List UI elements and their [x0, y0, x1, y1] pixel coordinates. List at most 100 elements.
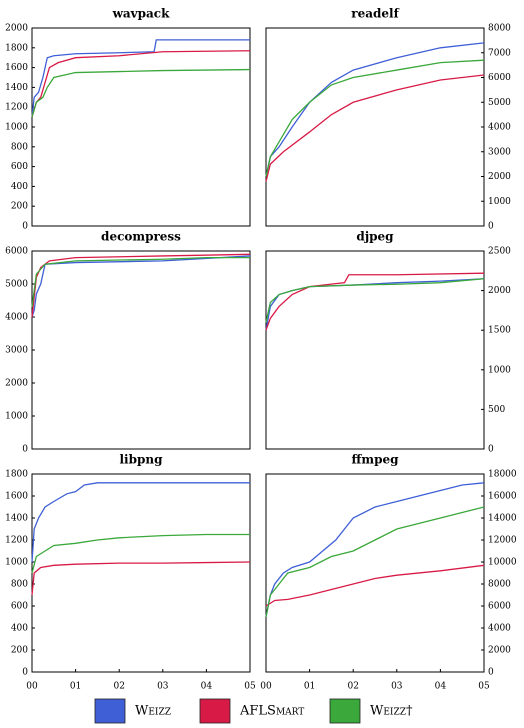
- y-tick-label: 0: [488, 668, 494, 678]
- y-tick-label: 0: [488, 445, 494, 455]
- y-tick-label: 14000: [488, 514, 517, 524]
- y-tick-label: 1000: [5, 412, 28, 422]
- y-tick-label: 1200: [5, 103, 28, 113]
- y-tick-label: 200: [11, 646, 28, 656]
- series-line: [265, 59, 485, 177]
- legend-swatch: [199, 698, 231, 724]
- y-tick-label: 800: [11, 142, 28, 152]
- y-tick-label: 1500: [488, 326, 511, 336]
- y-tick-label: 1000: [488, 365, 511, 375]
- series-line: [31, 256, 250, 308]
- y-tick-label: 2000: [5, 24, 28, 34]
- y-tick-label: 8000: [488, 24, 511, 34]
- plot-frame: [31, 27, 251, 227]
- legend-swatch: [329, 698, 361, 724]
- x-tick-label: 05: [478, 682, 490, 692]
- y-tick-label: 1000: [488, 197, 511, 207]
- y-tick-label: 1600: [5, 492, 28, 502]
- series-line: [31, 50, 251, 118]
- x-tick-label: 00: [260, 682, 272, 692]
- y-tick-label: 1600: [5, 63, 28, 73]
- series-line: [31, 533, 250, 574]
- legend-label: AFLSmart: [239, 704, 304, 719]
- chart-title: djpeg: [356, 230, 394, 244]
- y-tick-label: 0: [488, 222, 494, 232]
- y-tick-label: 4000: [5, 313, 28, 323]
- plot-frame: [265, 250, 485, 450]
- y-tick-label: 7000: [488, 48, 511, 58]
- y-tick-label: 0: [22, 668, 28, 678]
- y-tick-label: 5000: [488, 98, 511, 108]
- y-tick-label: 10000: [488, 558, 517, 568]
- series-line: [265, 482, 485, 618]
- y-tick-label: 800: [11, 580, 28, 590]
- x-tick-label: 05: [244, 682, 256, 692]
- series-line: [265, 564, 485, 607]
- series-line: [31, 39, 250, 118]
- y-tick-label: 1000: [5, 123, 28, 133]
- plot-frame: [31, 473, 251, 673]
- chart-title: wavpack: [112, 7, 171, 21]
- y-tick-label: 16000: [488, 492, 517, 502]
- y-tick-label: 6000: [488, 602, 511, 612]
- y-tick-label: 1000: [5, 558, 28, 568]
- y-tick-label: 2000: [488, 286, 511, 296]
- y-tick-label: 400: [11, 182, 28, 192]
- series-line: [31, 482, 250, 563]
- y-tick-label: 1800: [5, 43, 28, 53]
- y-tick-label: 0: [22, 222, 28, 232]
- x-tick-label: 03: [157, 682, 169, 692]
- series-line: [265, 506, 485, 618]
- y-tick-label: 400: [11, 624, 28, 634]
- y-tick-label: 2000: [5, 379, 28, 389]
- y-tick-label: 1200: [5, 536, 28, 546]
- series-line: [265, 74, 485, 182]
- y-tick-label: 4000: [488, 123, 511, 133]
- x-tick-label: 02: [113, 682, 124, 692]
- y-tick-label: 600: [11, 162, 28, 172]
- x-tick-label: 04: [201, 682, 213, 692]
- y-tick-label: 5000: [5, 280, 28, 290]
- y-tick-label: 12000: [488, 536, 517, 546]
- y-tick-label: 2000: [488, 646, 511, 656]
- y-tick-label: 3000: [5, 346, 28, 356]
- legend-swatch: [94, 698, 126, 724]
- y-tick-label: 3000: [488, 147, 511, 157]
- y-tick-label: 6000: [5, 247, 28, 257]
- y-tick-label: 6000: [488, 73, 511, 83]
- y-tick-label: 1400: [5, 514, 28, 524]
- y-tick-label: 4000: [488, 624, 511, 634]
- chart-title: readelf: [351, 7, 399, 21]
- plot-frame: [31, 250, 251, 450]
- y-tick-label: 2500: [488, 247, 511, 257]
- x-tick-label: 04: [435, 682, 447, 692]
- y-tick-label: 200: [11, 202, 28, 212]
- y-tick-label: 0: [22, 445, 28, 455]
- y-tick-label: 2000: [488, 172, 511, 182]
- plot-frame: [265, 473, 485, 673]
- series-line: [265, 278, 485, 331]
- series-line: [31, 255, 251, 318]
- chart-title: decompress: [101, 230, 181, 244]
- x-tick-label: 01: [70, 682, 81, 692]
- series-line: [265, 42, 485, 177]
- y-tick-label: 1800: [5, 470, 28, 480]
- y-tick-label: 18000: [488, 470, 517, 480]
- legend-label: Weizz†: [370, 704, 413, 719]
- plot-frame: [265, 27, 485, 227]
- y-tick-label: 500: [488, 405, 505, 415]
- x-tick-label: 03: [391, 682, 403, 692]
- legend-label: Weizz: [135, 704, 171, 719]
- x-tick-label: 00: [26, 682, 38, 692]
- series-line: [31, 561, 251, 596]
- y-tick-label: 600: [11, 602, 28, 612]
- y-tick-label: 1400: [5, 83, 28, 93]
- y-tick-label: 8000: [488, 580, 511, 590]
- chart-title: libpng: [119, 453, 163, 467]
- series-line: [265, 278, 485, 323]
- x-tick-label: 02: [347, 682, 358, 692]
- chart-title: ffmpeg: [352, 453, 400, 467]
- series-line: [31, 68, 251, 118]
